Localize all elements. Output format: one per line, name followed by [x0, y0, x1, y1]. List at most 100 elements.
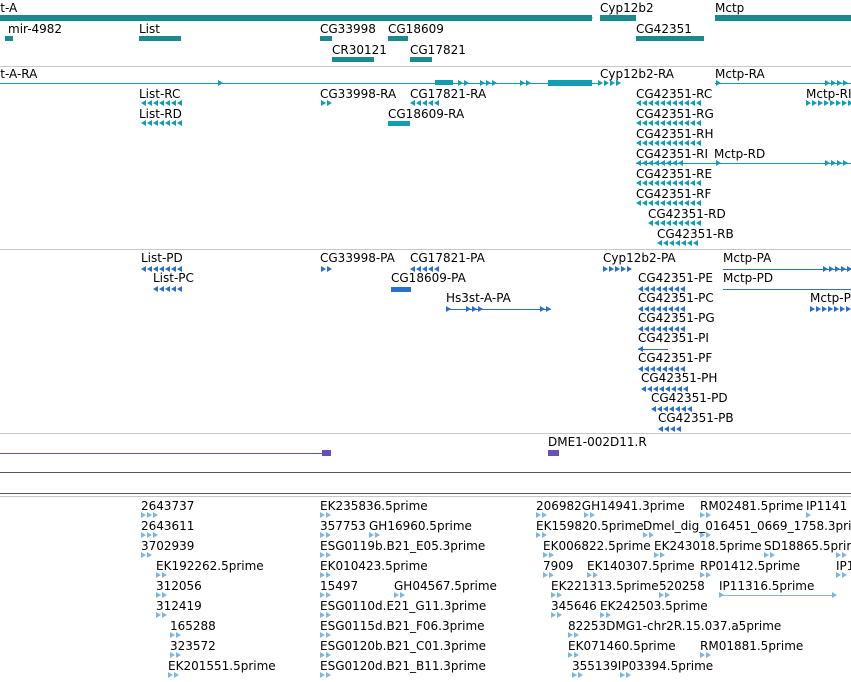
- transcript-feature[interactable]: [610, 80, 615, 86]
- transcript-feature[interactable]: [672, 200, 677, 206]
- transcript-feature[interactable]: [660, 180, 665, 186]
- est-label[interactable]: ESG0120b.B21_C01.3prime: [320, 639, 487, 653]
- protein-feature[interactable]: [638, 286, 643, 292]
- gene-feature[interactable]: [600, 15, 636, 21]
- protein-feature[interactable]: [153, 266, 158, 272]
- est-feature[interactable]: [320, 532, 325, 538]
- est-feature[interactable]: [320, 572, 325, 578]
- transcript-label[interactable]: CG42351-RC: [636, 87, 713, 101]
- transcript-feature[interactable]: [636, 180, 641, 186]
- gene-feature[interactable]: [388, 36, 408, 41]
- protein-feature[interactable]: [723, 269, 851, 270]
- transcript-feature[interactable]: [388, 121, 410, 126]
- transcript-feature[interactable]: [678, 180, 683, 186]
- est-feature[interactable]: [375, 532, 380, 538]
- est-feature[interactable]: [836, 552, 841, 558]
- est-feature[interactable]: [326, 632, 331, 638]
- protein-feature[interactable]: [165, 286, 170, 292]
- protein-feature[interactable]: [662, 286, 667, 292]
- protein-feature[interactable]: [327, 266, 332, 272]
- protein-feature[interactable]: [677, 386, 682, 392]
- gene-label[interactable]: List: [139, 22, 160, 36]
- transcript-feature[interactable]: [171, 120, 176, 126]
- protein-feature[interactable]: [416, 266, 421, 272]
- transcript-feature[interactable]: [696, 140, 701, 146]
- protein-feature[interactable]: [466, 306, 471, 312]
- est-feature[interactable]: [156, 572, 161, 578]
- transcript-feature[interactable]: [648, 140, 653, 146]
- transcript-feature[interactable]: [843, 160, 848, 166]
- protein-feature[interactable]: [674, 326, 679, 332]
- transcript-feature[interactable]: [696, 180, 701, 186]
- protein-feature[interactable]: [668, 326, 673, 332]
- est-feature[interactable]: [174, 672, 179, 678]
- gene-label[interactable]: Mctp: [715, 1, 745, 15]
- est-feature[interactable]: [574, 652, 579, 658]
- protein-feature[interactable]: [644, 306, 649, 312]
- est-feature[interactable]: [147, 532, 152, 538]
- est-feature[interactable]: [706, 652, 711, 658]
- transcript-feature[interactable]: [684, 220, 689, 226]
- transcript-feature[interactable]: [672, 140, 677, 146]
- transcript-label[interactable]: Mctp-RI: [806, 87, 851, 101]
- protein-label[interactable]: Mctp-PA: [723, 251, 772, 265]
- protein-feature[interactable]: [428, 266, 433, 272]
- est-label[interactable]: EK071460.5prime: [568, 639, 676, 653]
- est-label[interactable]: 2643611: [141, 519, 195, 533]
- protein-feature[interactable]: [662, 306, 667, 312]
- transcript-label[interactable]: CG33998-RA: [320, 87, 397, 101]
- est-feature[interactable]: [326, 512, 331, 518]
- est-feature[interactable]: [156, 612, 161, 618]
- transcript-feature[interactable]: [159, 120, 164, 126]
- transcript-feature[interactable]: [648, 120, 653, 126]
- transcript-label[interactable]: CG42351-RE: [636, 167, 713, 181]
- transcript-feature[interactable]: [818, 100, 823, 106]
- transcript-feature[interactable]: [825, 80, 830, 86]
- transcript-feature[interactable]: [654, 220, 659, 226]
- transcript-feature[interactable]: [690, 220, 695, 226]
- est-feature[interactable]: [320, 592, 325, 598]
- est-label[interactable]: 520258: [659, 579, 705, 593]
- transcript-feature[interactable]: [0, 83, 600, 84]
- transcript-feature[interactable]: [842, 100, 847, 106]
- protein-label[interactable]: Cyp12b2-PA: [603, 251, 676, 265]
- gene-label[interactable]: Cyp12b2: [600, 1, 654, 15]
- protein-feature[interactable]: [675, 406, 680, 412]
- transcript-feature[interactable]: [636, 200, 641, 206]
- gene-feature[interactable]: [332, 57, 374, 62]
- gene-feature[interactable]: [588, 15, 593, 21]
- est-feature[interactable]: [156, 592, 161, 598]
- protein-feature[interactable]: [847, 266, 851, 272]
- protein-feature[interactable]: [177, 266, 182, 272]
- transcript-feature[interactable]: [684, 180, 689, 186]
- transcript-feature[interactable]: [636, 120, 641, 126]
- protein-feature[interactable]: [841, 266, 846, 272]
- est-feature[interactable]: [326, 532, 331, 538]
- protein-feature[interactable]: [835, 266, 840, 272]
- est-label[interactable]: EK221313.5prime: [551, 579, 659, 593]
- transcript-feature[interactable]: [678, 100, 683, 106]
- protein-feature[interactable]: [651, 406, 656, 412]
- est-feature[interactable]: [176, 652, 181, 658]
- transcript-feature[interactable]: [654, 160, 659, 166]
- transcript-feature[interactable]: [678, 220, 683, 226]
- gene-feature[interactable]: [139, 36, 181, 41]
- transcript-feature[interactable]: [642, 100, 647, 106]
- protein-feature[interactable]: [391, 287, 411, 292]
- transcript-feature[interactable]: [684, 140, 689, 146]
- est-feature[interactable]: [719, 595, 834, 596]
- est-label[interactable]: 355139IP03394.5prime: [572, 659, 714, 673]
- protein-label[interactable]: CG42351-PD: [651, 391, 728, 405]
- est-feature[interactable]: [551, 612, 556, 618]
- transcript-feature[interactable]: [690, 100, 695, 106]
- protein-feature[interactable]: [680, 366, 685, 372]
- transcript-feature[interactable]: [648, 100, 653, 106]
- transcript-feature[interactable]: [660, 160, 665, 166]
- transcript-feature[interactable]: [141, 120, 146, 126]
- est-feature[interactable]: [700, 572, 705, 578]
- est-feature[interactable]: [665, 592, 670, 598]
- transcript-feature[interactable]: [666, 120, 671, 126]
- est-feature[interactable]: [168, 672, 173, 678]
- transcript-label[interactable]: Mctp-RD: [714, 147, 766, 161]
- transcript-label[interactable]: st-A-RA: [0, 67, 38, 81]
